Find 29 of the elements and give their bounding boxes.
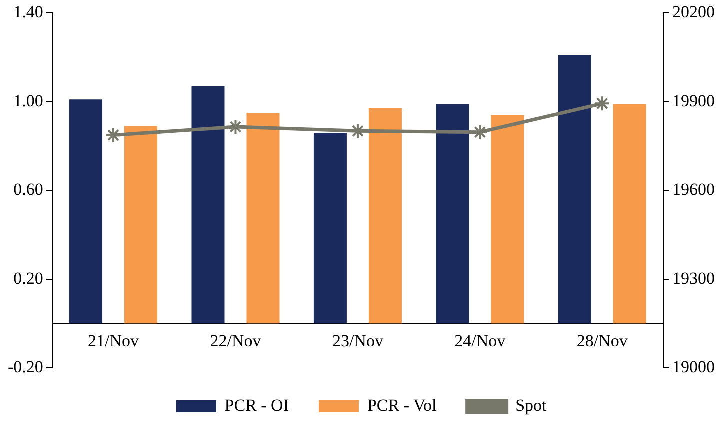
y2-tick-label: 19600 — [672, 180, 715, 200]
bar — [192, 86, 225, 324]
legend-label: PCR - Vol — [367, 396, 438, 415]
y-tick-label: 1.40 — [14, 2, 44, 22]
y-tick-label: 1.00 — [14, 91, 44, 110]
bar — [491, 115, 524, 324]
legend-label: PCR - OI — [224, 396, 290, 415]
point — [594, 96, 610, 112]
bar — [436, 104, 470, 324]
y2-tick-label: 19000 — [672, 357, 715, 376]
y2-tick-label: 19900 — [672, 91, 715, 110]
bar — [368, 108, 402, 324]
x-tick-label: 21/Nov — [88, 331, 140, 350]
bar — [558, 55, 592, 324]
bar — [70, 100, 103, 324]
y2-tick-label: 20200 — [672, 2, 715, 22]
y-tick-label: -0.20 — [8, 357, 44, 376]
y-tick-label: 0.20 — [14, 268, 44, 288]
y-tick-label: 0.60 — [14, 180, 44, 200]
x-tick-label: 22/Nov — [210, 331, 262, 350]
x-tick-label: 23/Nov — [332, 331, 384, 350]
bar — [314, 132, 347, 324]
bar — [246, 112, 280, 324]
legend-label: Spot — [516, 396, 548, 415]
x-tick-label: 24/Nov — [454, 331, 506, 350]
bar — [124, 126, 158, 324]
y2-tick-label: 19300 — [672, 268, 715, 288]
x-tick-label: 28/Nov — [576, 331, 628, 350]
bar — [613, 104, 646, 324]
